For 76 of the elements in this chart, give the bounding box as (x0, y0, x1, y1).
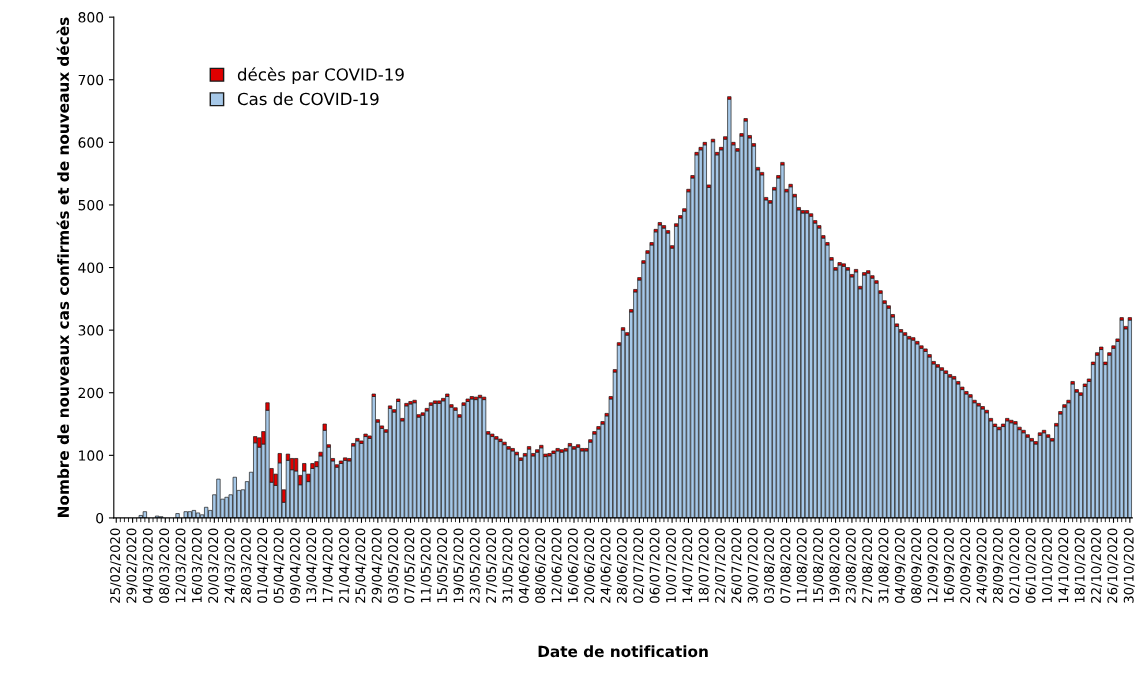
x-tick-label: 19/05/2020 (453, 528, 465, 603)
x-tick-label: 11/05/2020 (420, 528, 432, 603)
x-tick-label: 06/07/2020 (649, 528, 661, 603)
x-tick-label: 07/08/2020 (780, 528, 792, 603)
y-tick-label: 100 (79, 450, 104, 461)
x-tick-label: 06/10/2020 (1025, 528, 1037, 603)
x-tick-label: 16/09/2020 (943, 528, 955, 603)
legend-label: décès par COVID-19 (237, 67, 404, 84)
x-tick-label: 28/06/2020 (616, 528, 628, 603)
x-tick-label: 23/08/2020 (845, 528, 857, 603)
x-tick-label: 31/08/2020 (878, 528, 890, 603)
x-tick-label: 16/06/2020 (567, 528, 579, 603)
x-tick-label: 29/04/2020 (371, 528, 383, 603)
y-axis-title: Nombre de nouveaux cas confirmés et de nouveaux décès (56, 17, 70, 517)
x-tick-label: 20/03/2020 (208, 528, 220, 603)
x-tick-label: 29/02/2020 (126, 528, 138, 603)
x-tick-label: 03/05/2020 (388, 528, 400, 603)
x-tick-label: 10/10/2020 (1041, 528, 1053, 603)
x-tick-label: 30/10/2020 (1123, 528, 1135, 603)
x-tick-label: 14/07/2020 (682, 528, 694, 603)
x-tick-label: 04/06/2020 (518, 528, 530, 603)
x-tick-label: 04/09/2020 (894, 528, 906, 603)
x-tick-label: 08/03/2020 (159, 528, 171, 603)
x-tick-label: 14/10/2020 (1058, 528, 1070, 603)
x-tick-label: 27/05/2020 (486, 528, 498, 603)
y-tick-label: 700 (78, 74, 104, 86)
x-tick-label: 18/07/2020 (698, 528, 710, 603)
y-tick-label: 200 (78, 387, 104, 399)
x-tick-label: 19/08/2020 (829, 528, 841, 603)
x-tick-label: 12/06/2020 (551, 528, 563, 603)
x-tick-label: 09/04/2020 (289, 528, 301, 603)
y-tick-label: 300 (78, 325, 104, 336)
x-tick-label: 28/03/2020 (240, 528, 252, 603)
x-tick-label: 12/03/2020 (175, 528, 187, 603)
x-tick-label: 20/06/2020 (584, 528, 596, 603)
x-tick-label: 10/07/2020 (665, 528, 677, 603)
x-tick-label: 17/04/2020 (322, 528, 334, 603)
y-tick-label: 400 (78, 262, 104, 274)
x-tick-label: 08/06/2020 (535, 528, 547, 603)
x-tick-label: 08/09/2020 (911, 528, 923, 603)
y-tick-label: 0 (96, 512, 104, 524)
x-tick-label: 05/04/2020 (273, 528, 285, 603)
x-tick-label: 25/02/2020 (110, 528, 122, 603)
x-tick-label: 24/03/2020 (224, 528, 236, 603)
y-tick-label: 500 (78, 199, 104, 211)
x-tick-label: 15/08/2020 (813, 528, 825, 603)
x-tick-label: 31/05/2020 (502, 528, 514, 603)
x-tick-label: 30/07/2020 (747, 528, 759, 603)
x-tick-label: 28/09/2020 (992, 528, 1004, 603)
x-tick-label: 24/06/2020 (600, 528, 612, 603)
x-tick-label: 12/09/2020 (927, 528, 939, 603)
x-tick-label: 25/04/2020 (355, 528, 367, 603)
x-tick-label: 02/10/2020 (1009, 528, 1021, 603)
x-tick-label: 13/04/2020 (306, 528, 318, 603)
x-tick-label: 15/05/2020 (437, 528, 449, 603)
x-tick-label: 11/08/2020 (796, 528, 808, 603)
x-tick-label: 02/07/2020 (633, 528, 645, 603)
x-tick-label: 21/04/2020 (338, 528, 350, 603)
x-tick-label: 26/10/2020 (1107, 528, 1119, 603)
x-tick-label: 23/05/2020 (469, 528, 481, 603)
x-tick-label: 01/04/2020 (257, 528, 269, 603)
x-tick-label: 26/07/2020 (731, 528, 743, 603)
x-tick-label: 04/03/2020 (142, 528, 154, 603)
x-tick-label: 20/09/2020 (960, 528, 972, 603)
x-tick-label: 22/07/2020 (714, 528, 727, 603)
y-tick-label: 800 (78, 12, 104, 23)
x-axis-title: Date de notification (538, 645, 708, 658)
y-tick-label: 600 (78, 137, 104, 148)
x-tick-label: 16/03/2020 (191, 528, 203, 603)
x-tick-label: 07/05/2020 (404, 528, 416, 603)
x-tick-label: 22/10/2020 (1091, 528, 1103, 603)
legend-label: Cas de COVID-19 (237, 92, 379, 106)
x-tick-label: 18/10/2020 (1074, 528, 1086, 603)
x-tick-label: 24/09/2020 (976, 528, 988, 603)
x-tick-label: 03/08/2020 (764, 528, 776, 603)
x-tick-label: 27/08/2020 (862, 528, 874, 603)
